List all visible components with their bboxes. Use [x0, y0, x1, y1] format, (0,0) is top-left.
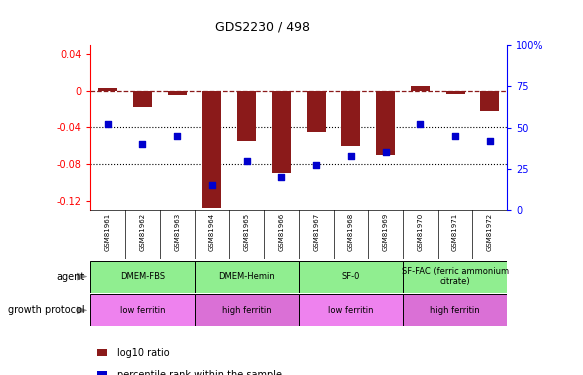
Bar	[376, 91, 395, 155]
Bar	[133, 91, 152, 107]
Point	[242, 158, 251, 164]
Bar	[202, 91, 222, 208]
Text: GSM81964: GSM81964	[209, 212, 215, 250]
Bar	[411, 86, 430, 91]
Point	[311, 162, 321, 168]
Bar	[403, 261, 507, 292]
Point	[485, 138, 494, 144]
Text: GDS2230 / 498: GDS2230 / 498	[215, 21, 310, 34]
Bar	[237, 91, 257, 141]
Bar	[97, 371, 107, 375]
Text: SF-FAC (ferric ammonium
citrate): SF-FAC (ferric ammonium citrate)	[402, 267, 508, 286]
Point	[208, 182, 217, 188]
Bar	[98, 88, 117, 91]
Point	[277, 174, 286, 180]
Text: high ferritin: high ferritin	[222, 306, 272, 315]
Text: growth protocol: growth protocol	[8, 305, 85, 315]
Text: GSM81966: GSM81966	[279, 212, 285, 251]
Text: GSM81965: GSM81965	[244, 212, 250, 250]
Bar	[90, 261, 195, 292]
Text: DMEM-FBS: DMEM-FBS	[120, 272, 165, 281]
Polygon shape	[77, 273, 87, 280]
Bar	[299, 261, 403, 292]
Polygon shape	[77, 306, 87, 314]
Text: GSM81962: GSM81962	[139, 212, 146, 250]
Point	[381, 149, 390, 155]
Bar	[341, 91, 360, 146]
Text: DMEM-Hemin: DMEM-Hemin	[218, 272, 275, 281]
Text: GSM81961: GSM81961	[105, 212, 111, 251]
Text: percentile rank within the sample: percentile rank within the sample	[117, 370, 282, 375]
Bar	[195, 294, 298, 326]
Text: SF-0: SF-0	[342, 272, 360, 281]
Bar	[97, 349, 107, 356]
Text: GSM81969: GSM81969	[382, 212, 389, 251]
Point	[416, 121, 425, 127]
Bar	[403, 294, 507, 326]
Bar	[445, 91, 465, 94]
Text: GSM81967: GSM81967	[313, 212, 319, 251]
Text: GSM81970: GSM81970	[417, 212, 423, 251]
Point	[451, 133, 460, 139]
Bar	[307, 91, 326, 132]
Bar	[480, 91, 500, 111]
Text: GSM81971: GSM81971	[452, 212, 458, 251]
Bar	[299, 294, 403, 326]
Text: low ferritin: low ferritin	[120, 306, 165, 315]
Point	[346, 153, 356, 159]
Text: agent: agent	[57, 272, 85, 282]
Text: GSM81972: GSM81972	[487, 212, 493, 250]
Text: high ferritin: high ferritin	[430, 306, 480, 315]
Point	[173, 133, 182, 139]
Point	[103, 121, 113, 127]
Bar	[90, 294, 195, 326]
Bar	[272, 91, 291, 173]
Bar	[195, 261, 298, 292]
Text: log10 ratio: log10 ratio	[117, 348, 169, 357]
Bar	[168, 91, 187, 95]
Point	[138, 141, 147, 147]
Text: low ferritin: low ferritin	[328, 306, 374, 315]
Text: GSM81968: GSM81968	[348, 212, 354, 251]
Text: GSM81963: GSM81963	[174, 212, 180, 251]
